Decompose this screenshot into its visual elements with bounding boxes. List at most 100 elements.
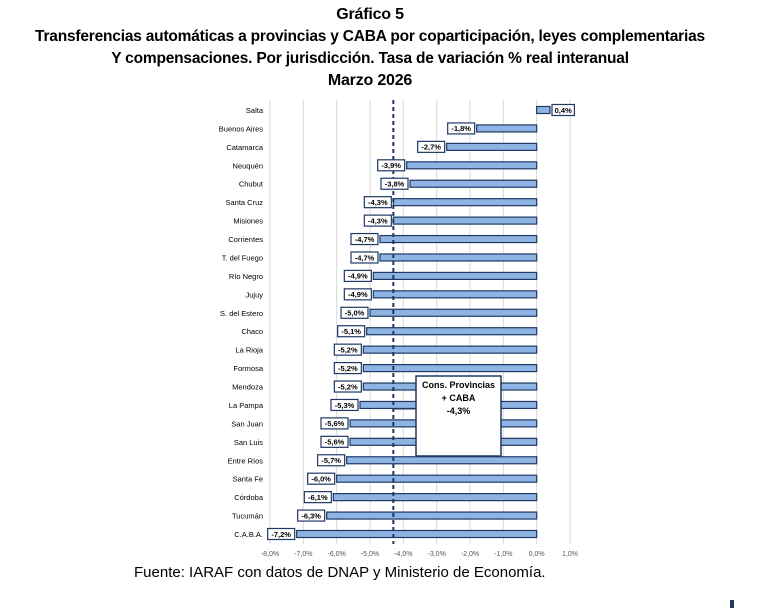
data-label: -6,3% [301,511,321,520]
bar [332,493,538,502]
data-label: -5,1% [341,327,361,336]
bar [366,327,538,336]
bar [369,308,538,317]
data-label-box [307,472,336,485]
chart-title-block: Gráfico 5 Transferencias automáticas a p… [0,4,740,92]
category-label: Jujuy [245,290,263,299]
x-tick-label: -5,0% [361,551,379,558]
x-tick-label: -7,0% [294,551,312,558]
data-label-box [317,454,346,467]
annotation-connector [392,408,416,412]
x-tick-label: 1,0% [562,551,578,558]
category-label: T. del Fuego [222,253,263,262]
data-label-box [333,343,362,356]
x-tick-label: -4,0% [394,551,412,558]
category-label: Corrientes [228,235,263,244]
bar [362,345,538,354]
data-label-box [417,140,446,153]
bar [476,124,538,133]
bar [362,363,538,373]
category-label: San Juan [231,419,263,428]
data-label-box [303,491,332,504]
data-label-box [363,214,392,227]
x-tick-label: -6,0% [328,551,346,558]
data-label-box [363,196,392,209]
bar [326,511,538,520]
category-label: Formosa [233,364,263,373]
data-label-box [350,232,379,246]
bar [379,234,538,244]
data-label: -4,3% [368,198,388,207]
data-label-box [337,325,366,338]
data-label-box [330,398,359,412]
category-label: Neuquén [233,161,263,170]
data-label-box [447,122,476,135]
data-label-box [350,251,379,264]
data-label: -5,2% [338,382,358,391]
data-label-box [320,435,349,448]
bar [336,474,538,483]
category-label: Buenos Aires [219,124,263,133]
data-label-box [340,306,369,319]
data-label-box [320,417,349,430]
annotation-text: + CABA [442,393,476,403]
bar [392,216,538,225]
data-label: -5,7% [321,456,341,465]
category-label: San Luis [234,438,263,447]
data-label: -7,2% [271,530,291,539]
data-label: -5,6% [325,438,345,447]
data-label-box [380,177,409,190]
bar [392,198,538,207]
bar [372,290,538,299]
data-label-box [551,103,575,117]
annotation-text: Cons. Provincias [422,380,495,390]
data-label: 0,4% [555,106,572,115]
data-label: -5,2% [338,345,358,354]
data-label: -5,3% [335,401,355,410]
bar [346,456,538,465]
data-label-box [297,509,326,522]
data-label: -5,0% [345,309,365,318]
category-label: C.A.B.A. [234,530,263,539]
data-label: -4,9% [348,290,368,299]
data-label: -3,9% [381,161,401,170]
category-label: Córdoba [234,493,264,502]
chart-title-line-2: Y compensaciones. Por jurisdicción. Tasa… [111,50,629,67]
category-label: Santa Cruz [225,198,263,207]
page-marker [730,600,734,608]
data-label: -5,2% [338,364,358,373]
bar [379,253,538,262]
annotation-text: -4,3% [447,406,471,416]
category-label: Río Negro [229,272,263,281]
data-label: -5,6% [325,419,345,428]
data-label: -2,7% [421,143,441,152]
data-label: -6,1% [308,493,328,502]
bar [409,179,538,188]
x-tick-label: -3,0% [428,551,446,558]
annotation-box [415,375,502,457]
data-label-box [377,159,406,172]
chart-title-line-1: Transferencias automáticas a provincias … [35,28,705,45]
category-label: Entre Ríos [228,456,264,465]
category-label: La Rioja [235,346,263,355]
data-label: -3,8% [385,180,405,189]
chart-period: Marzo 2026 [327,72,413,89]
data-label: -4,7% [355,253,375,262]
bar [536,105,551,115]
x-tick-label: -8,0% [261,551,279,558]
category-label: Salta [246,106,264,115]
bar [406,161,538,170]
bar [446,142,538,151]
figure-label: Gráfico 5 [336,6,404,23]
category-label: Chubut [239,180,264,189]
category-label: Santa Fe [233,475,263,484]
data-label-box [267,527,296,541]
data-label: -4,7% [355,235,375,244]
data-label: -1,8% [451,124,471,133]
data-label-box [333,380,362,393]
category-label: Catamarca [226,143,264,152]
source-note: Fuente: IARAF con datos de DNAP y Minist… [134,564,546,581]
data-label-box [343,269,372,283]
x-tick-label: -1,0% [494,551,512,558]
